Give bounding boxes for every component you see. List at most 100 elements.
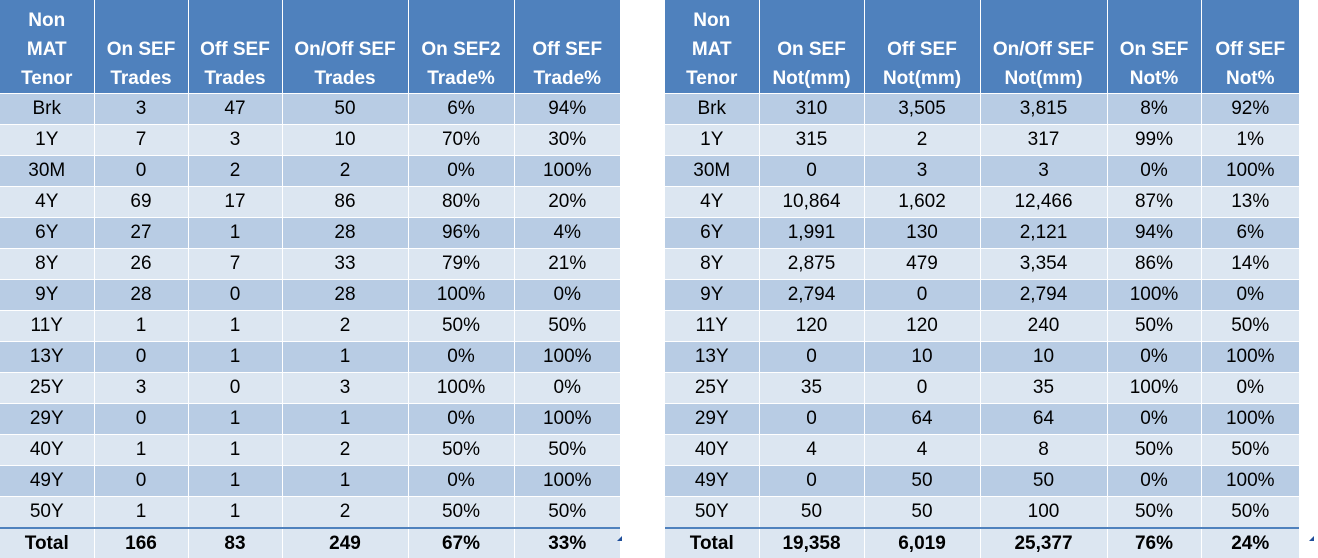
value-cell: 2 — [187, 155, 282, 187]
value-cell: 12,466 — [979, 186, 1107, 218]
value-cell: 0% — [1106, 403, 1201, 435]
value-cell: 6% — [1200, 217, 1299, 249]
tenor-cell: 50Y — [665, 496, 759, 528]
tenor-cell: 11Y — [665, 310, 759, 342]
value-cell: 1 — [187, 341, 282, 373]
value-cell: 94% — [1106, 217, 1201, 249]
total-value: 76% — [1106, 527, 1201, 558]
value-cell: 35 — [979, 372, 1107, 404]
value-cell: 64 — [863, 403, 980, 435]
header-line: On SEF — [1119, 39, 1189, 60]
header-line: Trades — [314, 68, 376, 89]
header-line: Not(mm) — [772, 68, 851, 89]
table-row: 4Y 69 17 86 80% 20% — [0, 186, 620, 218]
header-line: On SEF — [106, 39, 176, 60]
value-cell: 7 — [93, 124, 188, 156]
tenor-cell: 25Y — [0, 372, 94, 404]
total-value: 25,377 — [979, 527, 1107, 558]
tenor-cell: 6Y — [0, 217, 94, 249]
value-cell: 479 — [863, 248, 980, 280]
value-cell: 50 — [758, 496, 864, 528]
value-cell: 3,815 — [979, 93, 1107, 125]
value-cell: 0% — [1106, 465, 1201, 497]
header-line: MAT — [26, 39, 67, 60]
tenor-cell: 30M — [665, 155, 759, 187]
table-row: 6Y 1,991 130 2,121 94% 6% — [665, 217, 1299, 249]
header-line: On SEF — [777, 39, 846, 60]
value-cell: 0% — [1200, 279, 1299, 311]
column-header: Non MAT Tenor — [0, 0, 94, 94]
tenor-cell: 29Y — [665, 403, 759, 435]
table-row: 29Y 0 64 64 0% 100% — [665, 403, 1299, 435]
value-cell: 130 — [863, 217, 980, 249]
tenor-cell: 8Y — [0, 248, 94, 280]
value-cell: 1 — [281, 403, 408, 435]
tenor-cell: 1Y — [0, 124, 94, 156]
header-line: On SEF2 — [421, 39, 501, 60]
value-cell: 100 — [979, 496, 1107, 528]
tenor-cell: 13Y — [665, 341, 759, 373]
header-line: Not(mm) — [1004, 68, 1083, 89]
table-row: 8Y 26 7 33 79% 21% — [0, 248, 620, 280]
table-row: 49Y 0 1 1 0% 100% — [0, 465, 620, 497]
column-header: On/Off SEF Not(mm) — [979, 0, 1107, 94]
value-cell: 0% — [1106, 155, 1201, 187]
value-cell: 14% — [1200, 248, 1299, 280]
table-row: 40Y 1 1 2 50% 50% — [0, 434, 620, 466]
table-row: 11Y 1 1 2 50% 50% — [0, 310, 620, 342]
value-cell: 10 — [979, 341, 1107, 373]
value-cell: 10 — [281, 124, 408, 156]
tenor-cell: 25Y — [665, 372, 759, 404]
header-line: Off SEF — [887, 39, 957, 60]
value-cell: 2,875 — [758, 248, 864, 280]
total-value: 24% — [1200, 527, 1299, 558]
value-cell: 50% — [1200, 496, 1299, 528]
value-cell: 1 — [187, 434, 282, 466]
value-cell: 1 — [187, 310, 282, 342]
value-cell: 50% — [1200, 434, 1299, 466]
table-row: 1Y 315 2 317 99% 1% — [665, 124, 1299, 156]
value-cell: 50% — [1106, 310, 1201, 342]
value-cell: 1 — [93, 496, 188, 528]
header-line: Off SEF — [200, 39, 270, 60]
table-row: 11Y 120 120 240 50% 50% — [665, 310, 1299, 342]
fill-handle-icon — [1309, 536, 1314, 541]
value-cell: 310 — [758, 93, 864, 125]
header-row: Non MAT Tenor On SEF Trades Off SEF Trades On/O… — [0, 0, 620, 94]
value-cell: 50% — [407, 496, 514, 528]
value-cell: 0% — [407, 465, 514, 497]
value-cell: 120 — [758, 310, 864, 342]
value-cell: 0 — [187, 372, 282, 404]
value-cell: 86% — [1106, 248, 1201, 280]
value-cell: 50% — [407, 434, 514, 466]
value-cell: 100% — [513, 465, 620, 497]
value-cell: 100% — [407, 279, 514, 311]
value-cell: 87% — [1106, 186, 1201, 218]
value-cell: 7 — [187, 248, 282, 280]
total-value: 67% — [407, 527, 514, 558]
value-cell: 4 — [863, 434, 980, 466]
value-cell: 100% — [407, 372, 514, 404]
tenor-cell: 4Y — [665, 186, 759, 218]
value-cell: 50 — [979, 465, 1107, 497]
table-row: 6Y 27 1 28 96% 4% — [0, 217, 620, 249]
value-cell: 35 — [758, 372, 864, 404]
value-cell: 92% — [1200, 93, 1299, 125]
value-cell: 2,121 — [979, 217, 1107, 249]
value-cell: 0 — [93, 403, 188, 435]
tenor-cell: 11Y — [0, 310, 94, 342]
value-cell: 100% — [1106, 372, 1201, 404]
value-cell: 8% — [1106, 93, 1201, 125]
value-cell: 100% — [1106, 279, 1201, 311]
column-header: Non MAT Tenor — [665, 0, 759, 94]
value-cell: 3,505 — [863, 93, 980, 125]
table-row: 40Y 4 4 8 50% 50% — [665, 434, 1299, 466]
value-cell: 4 — [758, 434, 864, 466]
value-cell: 2,794 — [979, 279, 1107, 311]
value-cell: 17 — [187, 186, 282, 218]
value-cell: 0 — [758, 341, 864, 373]
value-cell: 50% — [1106, 496, 1201, 528]
value-cell: 2 — [281, 434, 408, 466]
total-value: 83 — [187, 527, 282, 558]
value-cell: 47 — [187, 93, 282, 125]
